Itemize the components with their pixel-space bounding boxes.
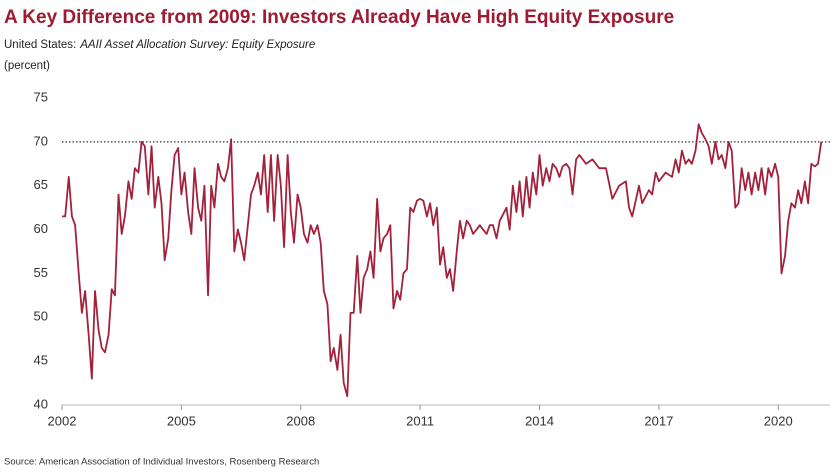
subtitle-prefix: United States: — [4, 39, 76, 51]
y-tick-label: 60 — [34, 221, 48, 236]
source: Source: American Association of Individu… — [4, 457, 319, 468]
x-tick-label: 2008 — [286, 413, 315, 428]
y-tick-label: 75 — [34, 89, 48, 104]
y-tick-label: 70 — [34, 133, 48, 148]
y-tick-label: 45 — [34, 353, 48, 368]
y-axis-label: (percent) — [4, 60, 50, 72]
data-line — [62, 123, 823, 398]
x-tick-label: 2014 — [525, 413, 554, 428]
x-tick-label: 2002 — [48, 413, 77, 428]
subtitle: AAII Asset Allocation Survey: Equity Exp… — [79, 39, 315, 51]
y-tick-label: 65 — [34, 177, 48, 192]
chart-title: A Key Difference from 2009: Investors Al… — [4, 7, 674, 28]
x-tick-label: 2017 — [644, 413, 673, 428]
y-tick-label: 55 — [34, 265, 48, 280]
x-tick-label: 2020 — [764, 413, 793, 428]
y-tick-label: 40 — [34, 396, 48, 411]
y-tick-label: 50 — [34, 309, 48, 324]
x-tick-label: 2005 — [167, 413, 196, 428]
x-tick-label: 2011 — [406, 413, 434, 428]
